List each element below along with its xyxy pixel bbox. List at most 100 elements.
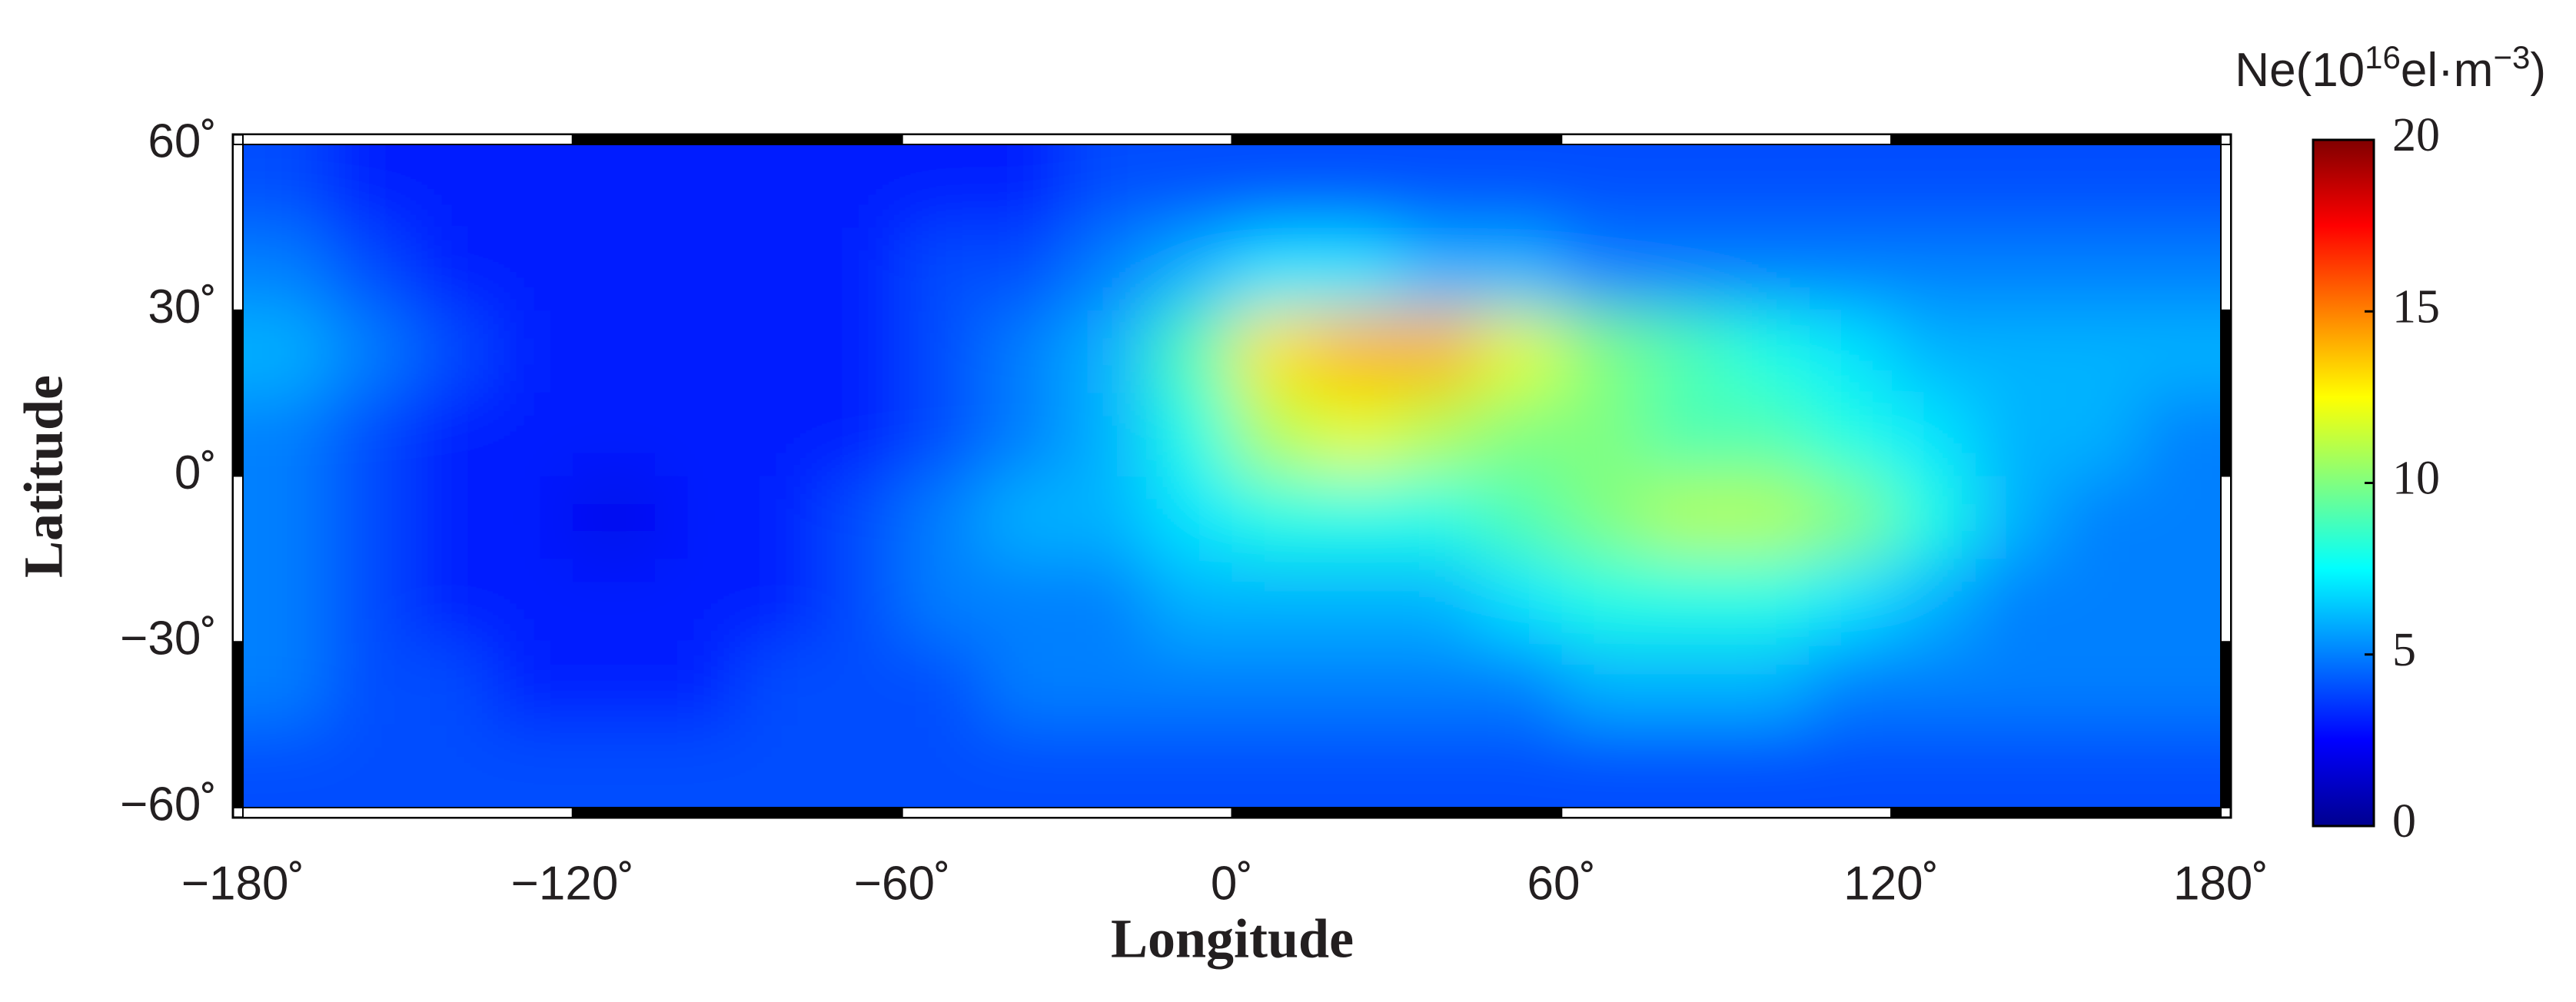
cell	[1314, 393, 1398, 477]
cell	[1644, 642, 1727, 726]
cell	[1973, 227, 2057, 311]
cell	[1891, 642, 1975, 726]
cell	[655, 144, 739, 228]
cell	[490, 642, 573, 726]
field	[243, 144, 2221, 808]
cell	[2056, 725, 2139, 808]
cell	[325, 476, 409, 560]
cell	[1479, 725, 1563, 808]
cell	[655, 642, 739, 726]
x-frame-tick	[1561, 807, 1893, 818]
cells	[243, 144, 2221, 808]
cell	[819, 725, 903, 808]
cell	[1726, 642, 1810, 726]
cell	[1231, 642, 1315, 726]
y-tick-label: −60˚	[120, 778, 217, 831]
x-tick-label: 180˚	[2173, 857, 2269, 910]
cell	[1973, 642, 2057, 726]
colorbar-title: Ne(1016el·m−3)	[2235, 39, 2546, 97]
cell	[490, 144, 573, 228]
cell	[819, 559, 903, 643]
cell	[984, 725, 1069, 808]
cell	[1561, 725, 1645, 808]
cell	[1891, 725, 1975, 808]
cell	[902, 559, 986, 643]
cell	[1808, 310, 1893, 394]
y-frame-tick	[232, 144, 244, 311]
cell	[1067, 227, 1151, 311]
cell	[243, 144, 327, 228]
cell	[1891, 559, 1975, 643]
cell	[1891, 227, 1975, 311]
x-tick-label: 0˚	[1211, 857, 1253, 910]
cell	[1314, 642, 1398, 726]
cell	[1149, 393, 1233, 477]
cell	[407, 310, 491, 394]
cell	[490, 476, 573, 560]
cell	[1726, 393, 1810, 477]
cell	[1973, 725, 2057, 808]
y-tick-label: 60˚	[148, 114, 217, 168]
cell	[572, 559, 656, 643]
cell	[1067, 725, 1151, 808]
cell	[407, 227, 491, 311]
cell	[1314, 559, 1398, 643]
y-frame-tick	[232, 475, 244, 643]
x-frame-tick	[1231, 134, 1563, 145]
cell	[737, 227, 821, 311]
cell	[572, 227, 656, 311]
cell	[1396, 310, 1481, 394]
x-tick-label: 120˚	[1843, 857, 1939, 910]
cell	[2056, 144, 2139, 228]
cell	[902, 642, 986, 726]
cell	[1808, 476, 1893, 560]
cell	[2138, 725, 2221, 808]
x-frame-tick	[242, 807, 573, 818]
cell	[572, 393, 656, 477]
cell	[325, 227, 409, 311]
x-tick-label: −120˚	[511, 857, 634, 910]
cell	[1644, 476, 1727, 560]
cell	[1479, 476, 1563, 560]
colorbar-tick-label: 15	[2392, 280, 2440, 333]
cell	[1479, 642, 1563, 726]
cell	[1067, 559, 1151, 643]
cell	[1149, 227, 1233, 311]
cell	[490, 559, 573, 643]
cell	[572, 310, 656, 394]
cell	[1479, 310, 1563, 394]
cell	[2138, 393, 2221, 477]
x-tick-label: 60˚	[1527, 857, 1597, 910]
cell	[1644, 227, 1727, 311]
cell	[655, 725, 739, 808]
y-frame-tick	[232, 641, 244, 808]
cell	[1891, 144, 1975, 228]
cell	[1314, 725, 1398, 808]
cell	[1973, 393, 2057, 477]
cell	[819, 144, 903, 228]
cell	[819, 642, 903, 726]
cell	[1231, 144, 1315, 228]
cell	[1808, 393, 1893, 477]
cell	[2138, 144, 2221, 228]
cell	[902, 393, 986, 477]
cell	[1231, 310, 1315, 394]
cell	[737, 642, 821, 726]
cell	[1726, 144, 1810, 228]
x-frame-tick	[901, 807, 1233, 818]
cell	[902, 725, 986, 808]
cell	[243, 393, 327, 477]
x-frame-tick	[242, 134, 573, 145]
cell	[2056, 310, 2139, 394]
cell	[243, 725, 327, 808]
cell	[2056, 393, 2139, 477]
cell	[572, 725, 656, 808]
cell	[572, 476, 656, 560]
y-frame-tick	[232, 309, 244, 477]
cell	[1561, 310, 1645, 394]
cell	[2056, 559, 2139, 643]
cell	[655, 227, 739, 311]
title-sup: −3	[2493, 39, 2530, 75]
colorbar	[2312, 138, 2375, 828]
cell	[902, 476, 986, 560]
